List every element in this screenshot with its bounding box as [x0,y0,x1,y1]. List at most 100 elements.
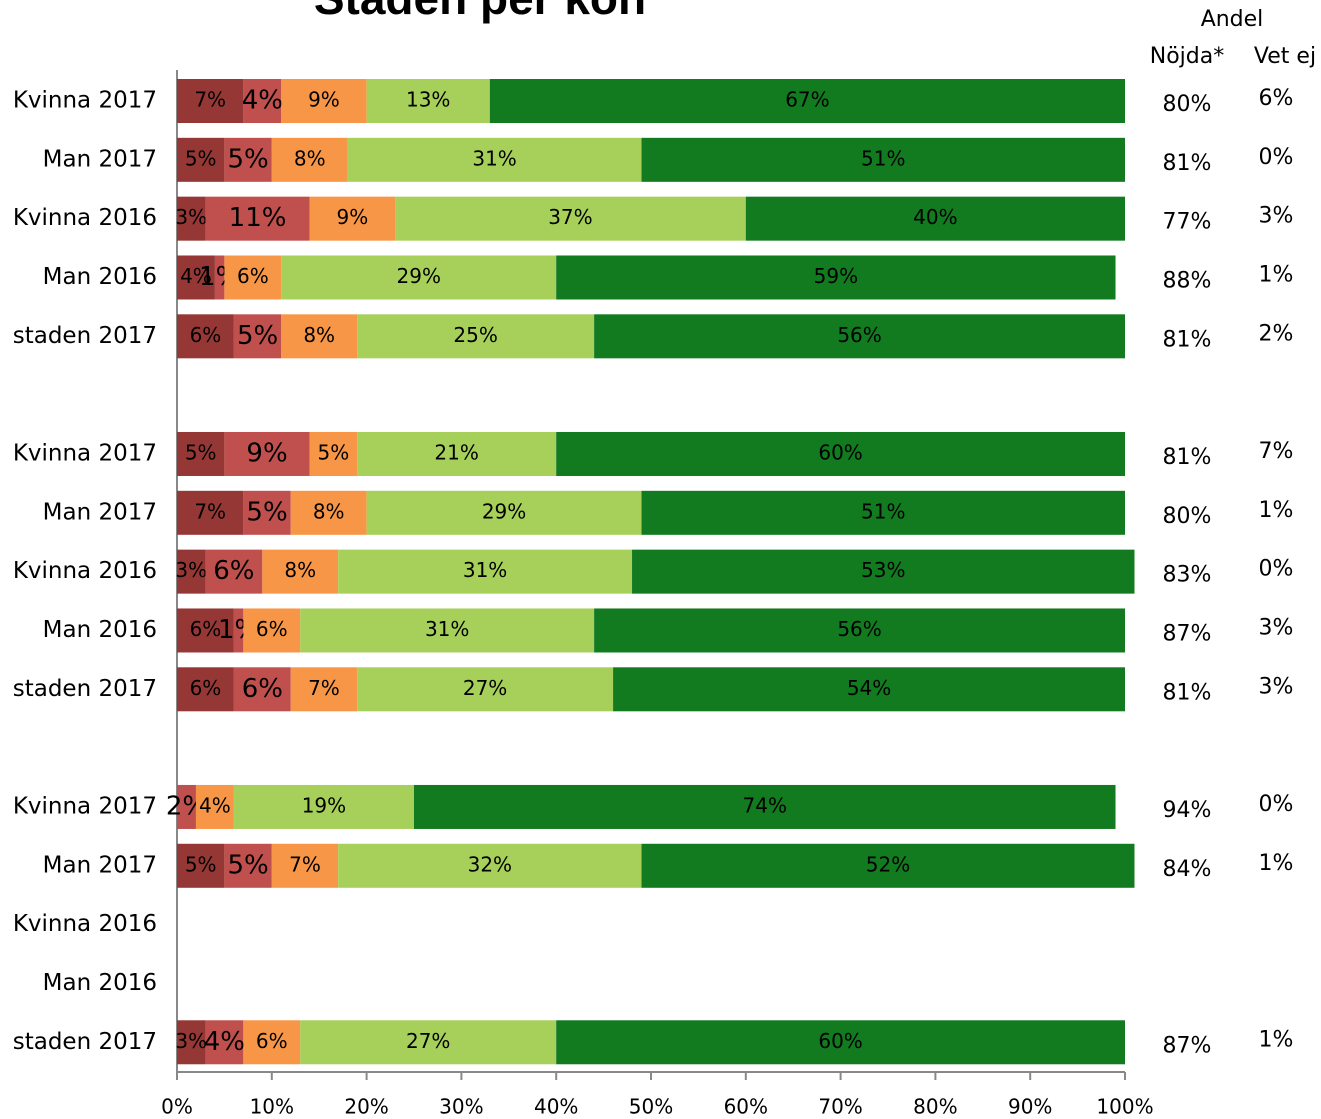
bar-segment [290,667,358,712]
data-label: 32% [468,852,512,876]
category-label: Man 2016 [43,264,157,290]
side-value: 6% [1259,86,1294,111]
bar-segment [489,79,1126,123]
side-value: 84% [1163,857,1212,882]
data-label: 6% [190,323,222,347]
data-label: 19% [302,793,346,817]
data-label: 31% [472,146,516,170]
x-tick-label: 80% [913,1095,957,1119]
data-label: 4% [199,793,231,817]
data-label: 56% [837,323,881,347]
side-value: 1% [1259,262,1294,287]
x-tick-label: 70% [818,1095,862,1119]
bar-segment [745,196,1125,241]
data-label: 7% [194,499,226,523]
bar-segment [290,490,367,535]
x-tick-label: 10% [250,1095,294,1119]
data-label: 60% [818,1029,862,1053]
data-label: 3% [175,205,207,229]
side-value: 0% [1259,145,1294,170]
side-value: 3% [1259,674,1294,699]
data-label: 5% [227,850,268,880]
bar-segment [177,79,244,123]
side-value: 3% [1259,615,1294,640]
bar-segment [243,1020,301,1065]
bar-segment [177,196,206,241]
bar-segment [233,314,282,359]
bar-segment [357,431,557,476]
bar-segment [233,784,414,829]
bar-segment [224,431,310,476]
x-tick-label: 60% [724,1095,768,1119]
side-value: 81% [1163,680,1212,705]
side-column-header: Vet ej [1254,44,1316,69]
bar-segment [556,1020,1125,1065]
data-label: 5% [185,146,217,170]
bar-segment [233,667,291,712]
bar-segment [177,549,206,594]
side-value: 88% [1163,268,1212,293]
bar-segment [177,137,225,182]
data-label: 6% [242,674,283,704]
bar-segment [613,667,1125,712]
data-label: 8% [313,499,345,523]
bar-segment [224,137,272,182]
x-tick-label: 20% [344,1095,388,1119]
data-label: 56% [837,617,881,641]
bar-segment [271,137,348,182]
data-label: 29% [482,499,526,523]
bar-segment [347,137,642,182]
data-label: 8% [284,558,316,582]
bar-segment [224,843,272,888]
bar-segment [632,549,1135,594]
data-label: 4% [204,1027,245,1057]
data-label: 59% [814,264,858,288]
side-value: 87% [1163,621,1212,646]
x-tick-label: 50% [629,1095,673,1119]
bar-segment [262,549,339,594]
x-tick-label: 30% [439,1095,483,1119]
side-value: 80% [1163,504,1212,529]
side-value: 2% [1259,321,1294,346]
bar-segment [641,137,1125,182]
side-value: 0% [1259,792,1294,817]
bar-segment [641,490,1125,535]
side-value: 1% [1259,498,1294,523]
data-label: 5% [318,440,350,464]
bar-segment [243,608,301,653]
data-label: 7% [194,88,226,112]
side-column-header: Nöjda* [1150,44,1224,69]
data-label: 37% [548,205,592,229]
chart-title: Staden per kön [314,0,646,24]
data-label: 40% [913,205,957,229]
data-label: 31% [463,558,507,582]
data-label: 53% [861,558,905,582]
side-header: Andel [1201,7,1264,32]
bar-segment [366,79,490,123]
data-label: 3% [175,558,207,582]
data-label: 21% [434,440,478,464]
data-label: 6% [256,1029,288,1053]
bar-segment [281,255,557,300]
data-label: 8% [294,146,326,170]
data-label: 6% [237,264,269,288]
category-label: Man 2017 [43,499,157,525]
data-label: 6% [190,676,222,700]
data-label: 7% [308,676,340,700]
bar-segment [309,196,396,241]
bar-segment [300,608,595,653]
bar-segment [395,196,746,241]
side-value: 7% [1259,439,1294,464]
bar-segment [309,431,358,476]
data-label: 6% [213,556,254,586]
data-label: 6% [256,617,288,641]
data-label: 52% [866,852,910,876]
data-label: 6% [190,617,222,641]
bar-segment [357,667,614,712]
side-value: 87% [1163,1033,1212,1058]
bar-segment [366,490,642,535]
x-tick-label: 90% [1008,1095,1052,1119]
data-label: 7% [289,852,321,876]
bar-segment [271,843,339,888]
